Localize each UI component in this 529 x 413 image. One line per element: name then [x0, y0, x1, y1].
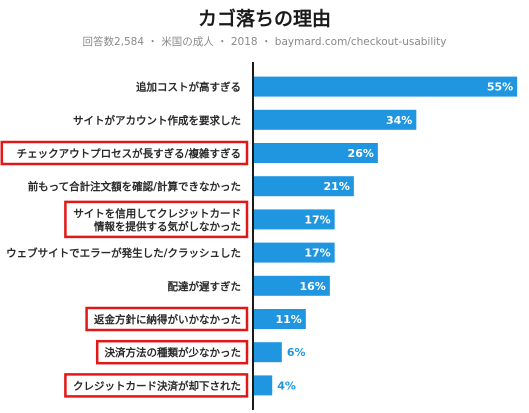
bar-2 — [253, 109, 417, 130]
value-label-6: 17% — [304, 247, 330, 260]
category-label-4: 前もって合計注文額を確認/計算できなかった — [28, 180, 241, 193]
highlight-box-3 — [0, 140, 249, 166]
highlight-box-9 — [95, 339, 249, 365]
highlight-box-8 — [85, 306, 249, 332]
bar-7 — [253, 275, 330, 296]
value-label-1: 55% — [487, 81, 513, 94]
highlight-box-10 — [64, 373, 249, 398]
value-label-3: 26% — [348, 147, 374, 160]
value-label-5: 17% — [304, 213, 330, 226]
bar-1 — [253, 76, 518, 97]
chart-title: カゴ落ちの理由 — [197, 8, 331, 30]
bar-4 — [253, 176, 354, 197]
category-label-7: 配達が遅すぎた — [168, 280, 242, 293]
category-label-9: 決済方法の種類が少なかった — [105, 346, 242, 359]
value-label-2: 34% — [386, 114, 412, 127]
value-label-7: 16% — [300, 280, 326, 293]
category-label-10: クレジットカード決済が却下された — [73, 379, 241, 392]
value-label-9: 6% — [287, 346, 306, 359]
bar-3 — [253, 143, 378, 163]
category-label-1: 追加コストが高すぎる — [136, 81, 241, 94]
chart-subtitle: 回答数2,584 ・ 米国の成人 ・ 2018 ・ baymard.com/ch… — [82, 36, 447, 48]
category-label-2: サイトがアカウント作成を要求した — [73, 114, 241, 127]
highlight-box-5 — [64, 200, 249, 239]
value-label-4: 21% — [324, 180, 350, 193]
category-label-8: 返金方針に納得がいかなかった — [94, 313, 241, 326]
bar-8 — [253, 309, 306, 329]
bar-10 — [253, 375, 273, 396]
category-label-3: チェックアウトプロセスが長すぎる/複雑すぎる — [17, 147, 241, 160]
category-label-6: ウェブサイトでエラーが発生した/クラッシュした — [6, 247, 241, 260]
value-label-10: 4% — [277, 379, 296, 392]
bar-9 — [253, 342, 282, 363]
category-label-5: サイトを信用してクレジットカード情報を提供する気がしなかった — [73, 207, 241, 233]
bar-6 — [253, 242, 335, 263]
value-label-8: 11% — [275, 313, 301, 326]
bar-5 — [253, 209, 335, 230]
